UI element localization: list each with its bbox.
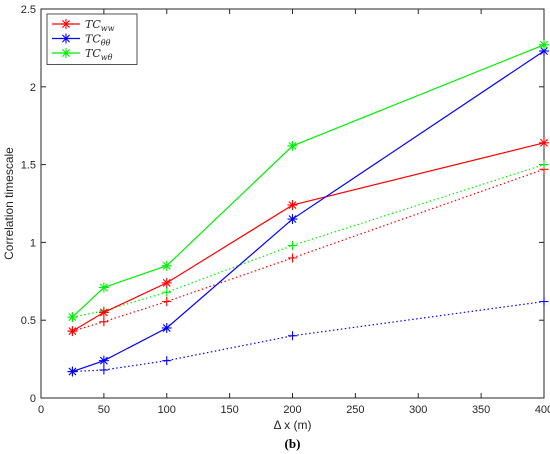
legend-label: TCθθ (85, 33, 111, 48)
y-axis: 0 0.5 1 1.5 2 2.5 (21, 4, 544, 405)
x-axis-label: Δ x (m) (273, 418, 311, 432)
y-tick-label: 0 (30, 393, 36, 405)
series-line (72, 168, 545, 332)
series-line (72, 300, 545, 373)
data-point (288, 331, 297, 341)
x-tick-label: 300 (409, 404, 427, 416)
data-point (287, 200, 298, 211)
data-point (287, 214, 298, 225)
data-point (162, 356, 172, 366)
x-tick-label: 150 (220, 404, 238, 416)
data-point (67, 312, 78, 323)
legend-label: TCwθ (85, 47, 113, 62)
x-axis: 0 50 100 150 200 250 300 350 400 (38, 9, 550, 416)
data-point (162, 287, 172, 297)
data-point (162, 297, 172, 307)
data-point (539, 160, 549, 170)
legend-marker (61, 48, 71, 58)
legend-marker (61, 19, 71, 29)
data-point (99, 317, 109, 327)
data-point (99, 365, 109, 375)
data-point (67, 326, 78, 337)
y-tick-label: 1.5 (21, 160, 36, 172)
data-point (161, 277, 172, 288)
data-point (98, 307, 109, 318)
x-tick-label: 0 (38, 404, 44, 416)
data-point (98, 282, 109, 293)
data-point (288, 241, 297, 251)
x-tick-label: 250 (346, 404, 364, 416)
y-axis-label: Correlation timescale (2, 147, 16, 260)
x-tick-label: 350 (472, 404, 490, 416)
legend-item: TCww (52, 18, 115, 33)
series-2 (67, 39, 549, 323)
data-point (539, 297, 549, 307)
data-point (287, 140, 298, 151)
data-point (161, 322, 172, 333)
series-line (72, 164, 545, 318)
series-layer (67, 39, 549, 377)
x-tick-label: 200 (283, 404, 301, 416)
data-point (67, 366, 78, 377)
data-point (98, 355, 109, 366)
legend-item: TCwθ (52, 47, 113, 62)
x-tick-label: 50 (98, 404, 110, 416)
legend-marker (61, 33, 71, 44)
x-tick-label: 400 (535, 404, 550, 416)
legend-box (46, 13, 138, 65)
legend-label: TCww (85, 18, 115, 33)
y-tick-label: 1 (30, 237, 36, 249)
x-tick-label: 100 (158, 404, 176, 416)
data-point (539, 137, 549, 148)
series-1 (67, 46, 549, 377)
figure-caption: (b) (285, 436, 301, 451)
legend-item: TCθθ (52, 33, 111, 48)
data-point (539, 39, 549, 50)
y-tick-label: 2.5 (21, 4, 36, 16)
data-point (161, 260, 172, 271)
series-0 (67, 137, 549, 337)
y-tick-label: 0.5 (21, 315, 36, 327)
y-tick-label: 2 (30, 82, 36, 94)
data-point (288, 253, 297, 263)
